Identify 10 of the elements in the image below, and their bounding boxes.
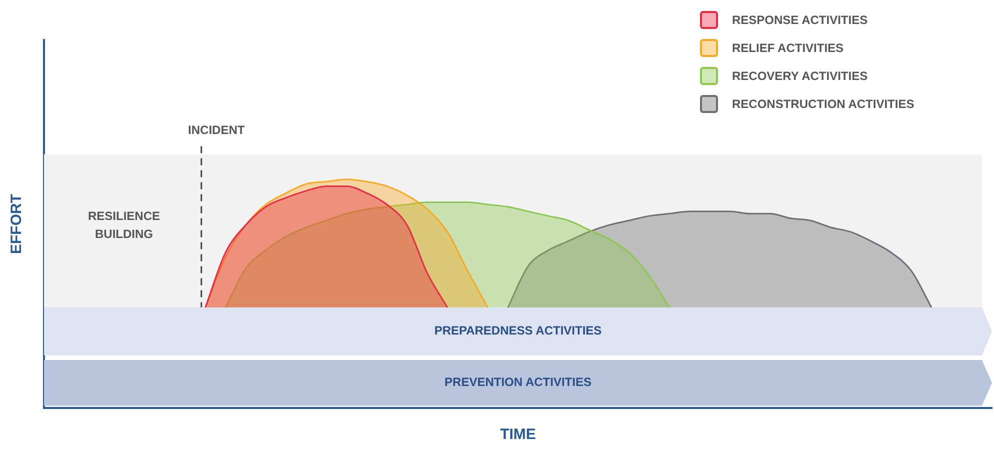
legend-label: RESPONSE ACTIVITIES [732,13,868,27]
x-axis-title: TIME [500,426,536,444]
legend-label: RELIEF ACTIVITIES [732,41,844,55]
band-label: PREVENTION ACTIVITIES [444,375,592,390]
band-label: PREPAREDNESS ACTIVITIES [434,324,602,338]
text: INCIDENT [188,123,246,138]
legend-label: RECOVERY ACTIVITIES [732,69,868,83]
legend-label: RECONSTRUCTION ACTIVITIES [732,97,914,111]
y-axis-title: EFFORT [8,194,26,254]
band-label: RESILIENCE BUILDING [88,209,160,242]
